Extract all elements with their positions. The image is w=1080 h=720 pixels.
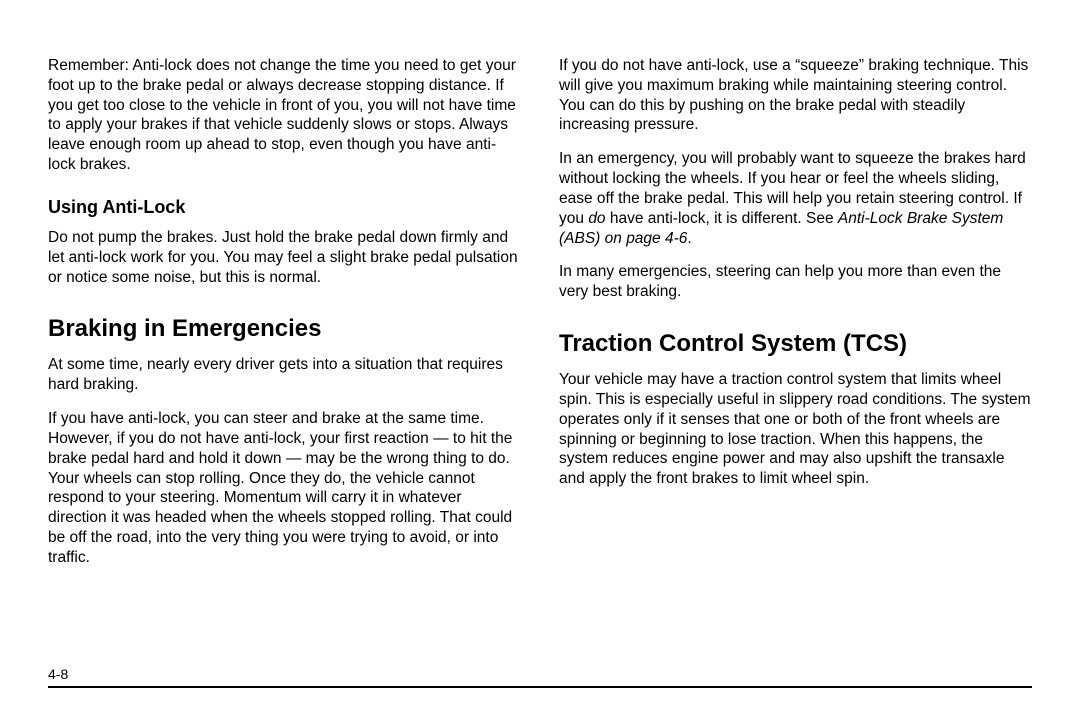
body-paragraph: Do not pump the brakes. Just hold the br…: [48, 228, 521, 287]
body-paragraph: At some time, nearly every driver gets i…: [48, 355, 521, 395]
text-run: .: [687, 230, 691, 247]
page-footer: 4-8: [48, 666, 1032, 692]
left-column: Remember: Anti-lock does not change the …: [48, 56, 521, 646]
body-paragraph: Your vehicle may have a traction control…: [559, 370, 1032, 489]
heading-braking-emergencies: Braking in Emergencies: [48, 315, 521, 343]
body-paragraph: If you do not have anti-lock, use a “squ…: [559, 56, 1032, 135]
body-paragraph: If you have anti-lock, you can steer and…: [48, 409, 521, 568]
heading-traction-control: Traction Control System (TCS): [559, 330, 1032, 358]
right-column: If you do not have anti-lock, use a “squ…: [559, 56, 1032, 646]
italic-word: do: [588, 210, 605, 227]
footer-rule: [48, 686, 1032, 688]
subheading-using-antilock: Using Anti-Lock: [48, 197, 521, 218]
body-paragraph: In many emergencies, steering can help y…: [559, 262, 1032, 302]
text-run: have anti-lock, it is different. See: [606, 210, 838, 227]
page-number: 4-8: [48, 666, 1032, 682]
page-columns: Remember: Anti-lock does not change the …: [48, 56, 1032, 646]
body-paragraph: Remember: Anti-lock does not change the …: [48, 56, 521, 175]
body-paragraph: In an emergency, you will probably want …: [559, 149, 1032, 248]
